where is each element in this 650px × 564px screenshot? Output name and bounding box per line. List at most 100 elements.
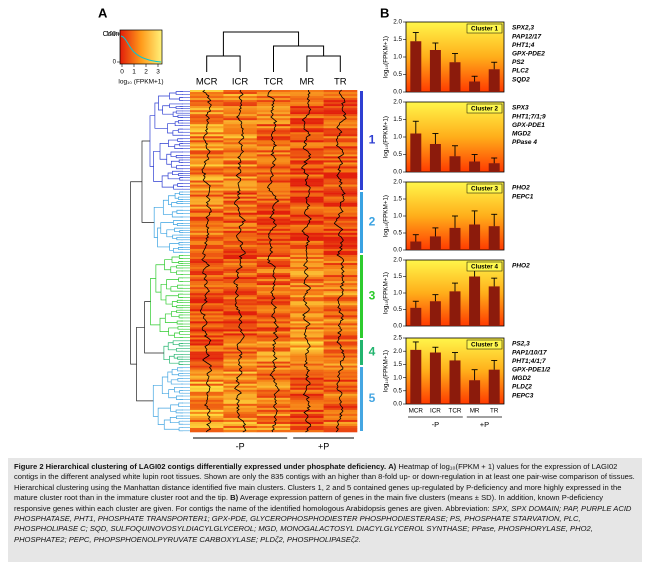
heatmap-cell	[190, 188, 224, 191]
heatmap-cell	[323, 216, 358, 220]
heatmap-cell	[223, 379, 258, 383]
heatmap-cell	[223, 112, 258, 115]
heatmap-cell	[323, 152, 358, 155]
heatmap-cell	[290, 116, 324, 119]
heatmap-cell	[323, 331, 358, 334]
heatmap-cell	[223, 329, 258, 332]
gene-name: PEPC3	[512, 392, 534, 399]
heatmap-cell	[290, 321, 324, 324]
heatmap-cell	[223, 144, 258, 147]
heatmap-cell	[323, 391, 358, 395]
heatmap-cell	[223, 228, 258, 232]
heatmap-cell	[323, 186, 358, 189]
dendrogram-branch	[175, 409, 183, 414]
heatmap-cell	[223, 387, 258, 391]
heatmap-cell	[223, 269, 258, 272]
heatmap-cell	[323, 192, 358, 195]
dendrogram-branch	[174, 192, 180, 199]
heatmap-cell	[290, 182, 324, 185]
heatmap-cell	[323, 339, 358, 342]
heatmap-cell	[290, 313, 324, 316]
heatmap-cell	[290, 281, 324, 284]
heatmap-cell	[323, 224, 358, 228]
heatmap-cell	[223, 423, 258, 427]
dendrogram-branch	[157, 227, 170, 248]
heatmap-cell	[290, 417, 324, 421]
heatmap-cell	[256, 242, 291, 246]
dendrogram-branch	[141, 140, 155, 223]
heatmap-cell	[256, 381, 291, 385]
gene-name: PPase 4	[512, 139, 537, 146]
caption-text: Average expression pattern of genes in t…	[14, 493, 604, 513]
heatmap-cell	[290, 391, 324, 395]
heatmap-cell	[290, 144, 324, 147]
heatmap-cell	[256, 421, 291, 425]
heatmap-cell	[190, 92, 224, 95]
heatmap-cell	[223, 287, 258, 290]
heatmap-cell	[290, 96, 324, 99]
heatmap-cell	[323, 415, 358, 419]
heatmap-cell	[190, 98, 224, 101]
dendrogram-branch	[176, 415, 183, 420]
heatmap-cell	[323, 236, 358, 240]
heatmap-cell	[323, 279, 358, 282]
y-tick-label: 2.0	[393, 19, 402, 26]
heatmap-cell	[190, 303, 224, 306]
heatmap-cell	[190, 359, 224, 362]
dendrogram-branch	[166, 279, 179, 290]
heatmap-cell	[190, 421, 224, 425]
heatmap-cell	[323, 214, 358, 218]
dendrogram-branch	[179, 97, 183, 102]
heatmap-cell	[190, 210, 224, 214]
gene-name: PHO2	[512, 263, 530, 270]
heatmap-cell	[256, 166, 291, 169]
heatmap-cell	[190, 325, 224, 328]
bar	[488, 286, 500, 326]
dendrogram-branch	[152, 384, 163, 417]
heatmap-cell	[190, 299, 224, 302]
heatmap-cell	[256, 329, 291, 332]
heatmap-cell	[223, 281, 258, 284]
heatmap-cell	[290, 112, 324, 115]
heatmap-cell	[256, 182, 291, 185]
dendrogram-branch	[176, 305, 183, 309]
heatmap-cell	[323, 130, 358, 133]
heatmap-cell	[223, 190, 258, 193]
heatmap-cell	[323, 164, 358, 167]
heatmap-cell	[323, 116, 358, 119]
heatmap-cell	[323, 377, 358, 380]
heatmap-cell	[223, 124, 258, 127]
y-tick-label: 1.5	[393, 361, 402, 368]
dendrogram-branch	[175, 106, 183, 109]
dendrogram-branch	[175, 110, 183, 114]
heatmap-cell	[290, 156, 324, 159]
heatmap-cell	[256, 170, 291, 173]
heatmap-cell	[290, 150, 324, 153]
heatmap-cell	[290, 365, 324, 368]
heatmap-cell	[223, 315, 258, 318]
heatmap-cell	[256, 222, 291, 226]
heatmap-cell	[223, 411, 258, 415]
heatmap-cell	[323, 369, 358, 372]
heatmap-cell	[223, 371, 258, 374]
heatmap-cell	[323, 277, 358, 280]
heatmap-cell	[190, 403, 224, 407]
dendrogram-branch	[174, 121, 183, 127]
heatmap-cell	[190, 353, 224, 356]
heatmap-cell	[256, 291, 291, 294]
heatmap-cell	[223, 208, 258, 212]
heatmap-cell	[323, 425, 358, 429]
heatmap-cell	[190, 395, 224, 399]
heatmap-cell	[223, 391, 258, 395]
heatmap-cell	[256, 184, 291, 187]
dendrogram-branch	[170, 286, 183, 292]
heatmap-cell	[190, 258, 224, 262]
heatmap-cell	[256, 309, 291, 312]
heatmap-cell	[190, 244, 224, 248]
heatmap-cell	[323, 128, 358, 131]
dendrogram-branch	[177, 326, 183, 330]
heatmap-cell	[323, 120, 358, 123]
heatmap-cell	[290, 118, 324, 121]
cluster-title-box	[466, 183, 503, 194]
heatmap-cell	[323, 98, 358, 101]
